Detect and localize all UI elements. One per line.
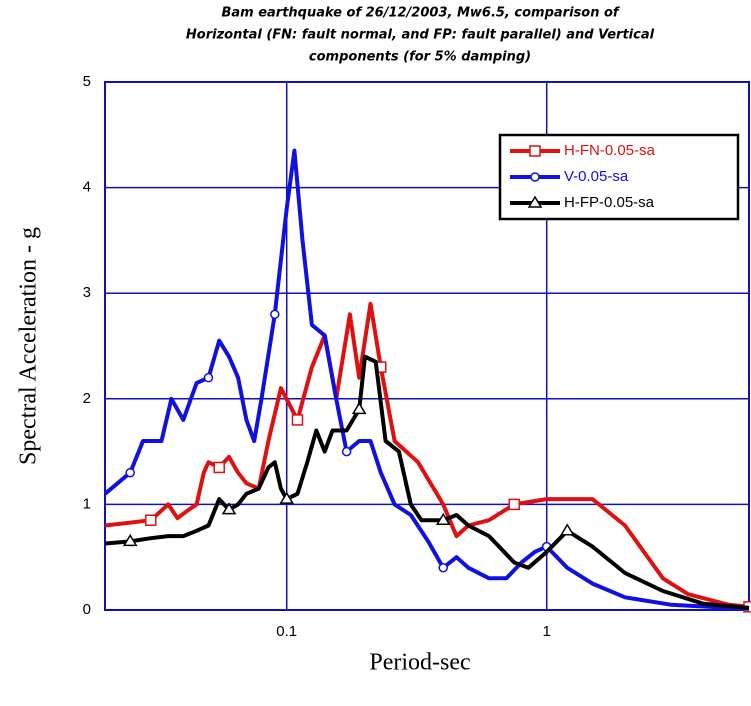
legend-label: H-FN-0.05-sa (564, 142, 656, 159)
legend-label: V-0.05-sa (564, 168, 629, 185)
y-tick-label: 2 (83, 390, 91, 407)
marker (529, 145, 541, 157)
x-axis-label: Period-sec (369, 650, 470, 676)
marker (341, 446, 352, 457)
marker (122, 533, 138, 547)
series-line (104, 301, 750, 609)
series-line (104, 354, 750, 610)
marker (559, 523, 575, 536)
marker (291, 414, 304, 426)
marker (270, 309, 280, 320)
marker (351, 401, 367, 415)
marker (279, 491, 295, 504)
marker (435, 512, 451, 525)
marker (530, 172, 540, 182)
plot-frame (104, 81, 750, 611)
marker (125, 467, 135, 478)
series-line (103, 148, 750, 611)
y-tick-label: 1 (83, 495, 91, 512)
marker (438, 563, 448, 573)
chart-title: Horizontal (FN: fault normal, and FP: fa… (186, 28, 655, 43)
marker (145, 514, 157, 526)
marker (508, 498, 520, 511)
x-tick-label: 1 (543, 623, 551, 640)
marker (221, 502, 237, 515)
legend-label: H-FP-0.05-sa (564, 194, 655, 211)
chart-title: Bam earthquake of 26/12/2003, Mw6.5, com… (221, 6, 620, 21)
marker (213, 461, 225, 474)
x-tick-label: 0.1 (276, 623, 297, 640)
chart-title: components (for 5% damping) (309, 50, 531, 65)
y-tick-label: 0 (83, 601, 91, 618)
marker (203, 372, 214, 383)
y-tick-label: 4 (83, 179, 91, 196)
y-tick-label: 5 (83, 73, 91, 90)
marker (527, 195, 543, 208)
y-axis-label: Spectral Acceleration - g (16, 227, 42, 465)
y-tick-label: 3 (83, 284, 91, 301)
